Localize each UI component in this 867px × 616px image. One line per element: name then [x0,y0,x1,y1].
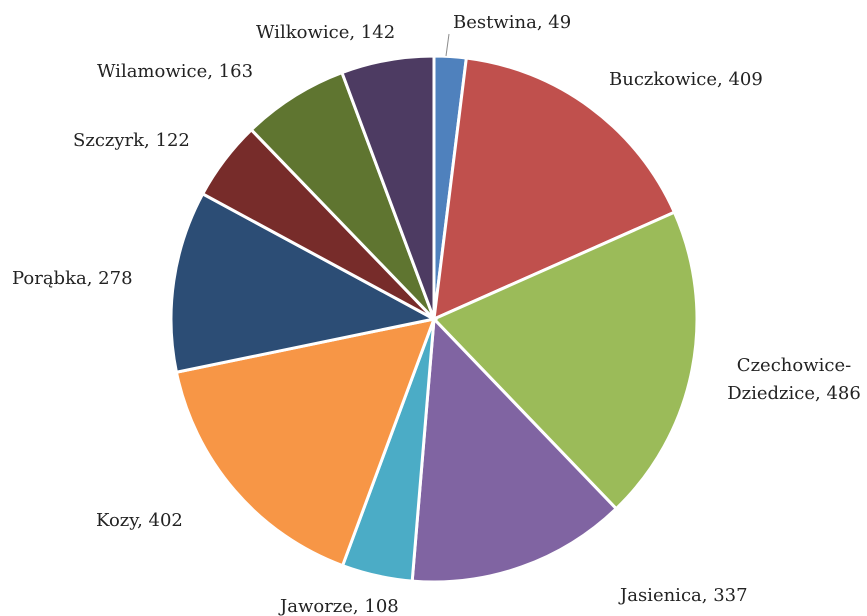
pie-slice-porąbka [169,191,439,375]
pie-slices [169,54,699,584]
pie-labels: Bestwina, 49 Buczkowice, 409 Czechowice-… [12,12,861,616]
label-jaworze: Jaworze, 108 [278,596,399,616]
pie-slice-wilkowice [340,54,436,320]
label-szczyrk: Szczyrk, 122 [73,130,190,151]
pie-slice-jasienica [410,315,619,584]
label-czechowice-dziedzice-line2: Dziedzice, 486 [727,383,861,404]
pie-slice-kozy [174,316,437,568]
label-czechowice-dziedzice-line1: Czechowice- [737,355,851,376]
label-porabka: Porąbka, 278 [12,268,133,289]
label-wilamowice: Wilamowice, 163 [97,61,253,82]
label-bestwina: Bestwina, 49 [453,12,571,33]
pie-slice-buczkowice [432,56,677,322]
label-kozy: Kozy, 402 [96,510,183,531]
leader-line-bestwina [445,33,450,57]
label-jasienica: Jasienica, 337 [618,585,748,606]
label-buczkowice: Buczkowice, 409 [609,69,763,90]
pie-slice-czechowice-dziedzice [431,210,699,511]
label-wilkowice: Wilkowice, 142 [256,22,395,43]
